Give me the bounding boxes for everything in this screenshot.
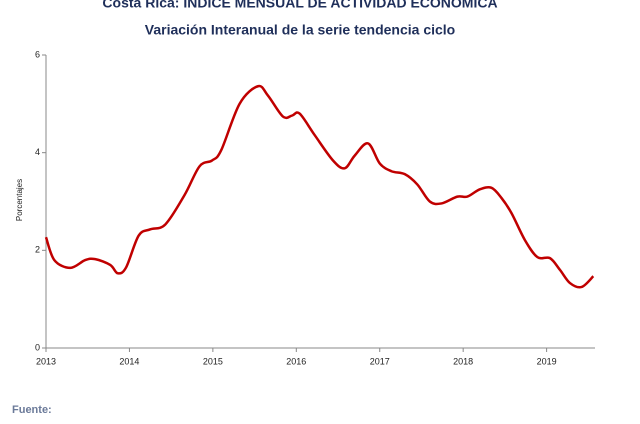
y-tick-label: 4 [35,147,40,157]
chart-title: Costa Rica: INDICE MENSUAL DE ACTIVIDAD … [102,0,497,11]
source: Fuente: [12,404,52,416]
x-tick-label: 2015 [203,356,223,366]
chart-subtitle: Variación Interanual de la serie tendenc… [145,22,455,38]
x-tick-label: 2019 [537,356,557,366]
x-tick-label: 2017 [370,356,390,366]
y-tick-label: 2 [35,245,40,255]
y-tick-label: 0 [35,342,40,352]
line [44,84,595,289]
y-tick-label: 6 [35,49,40,59]
x-tick-label: 2016 [286,356,306,366]
x-tick-label: 2014 [119,356,139,366]
y-axis-label: Porcentajes [15,179,24,221]
x-tick-label: 2018 [453,356,473,366]
x-tick-label: 2013 [36,356,56,366]
